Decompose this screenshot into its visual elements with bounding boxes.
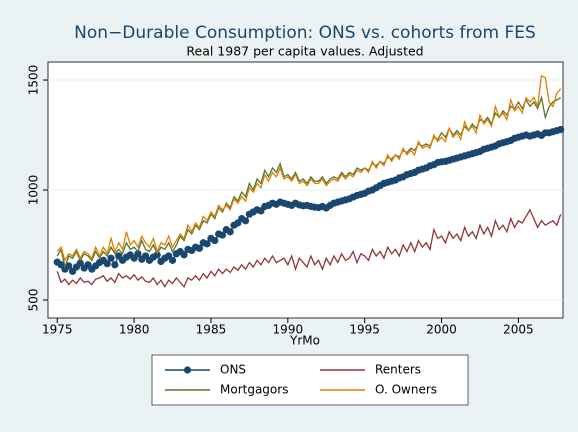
series-marker — [226, 228, 234, 236]
x-tick-label: 2005 — [503, 323, 534, 337]
series-marker — [218, 231, 227, 239]
series-marker — [103, 260, 111, 268]
series-marker — [76, 259, 84, 267]
chart-subtitle: Real 1987 per capita values. Adjusted — [186, 44, 423, 59]
x-tick-label: 1975 — [42, 323, 73, 337]
x-tick-label: 1985 — [196, 323, 227, 337]
series-marker — [211, 236, 219, 245]
y-tick-label: 1000 — [27, 175, 41, 206]
x-axis-label: YrMo — [289, 334, 320, 348]
series-marker — [180, 251, 188, 259]
series-marker — [203, 240, 211, 248]
series-marker — [65, 262, 73, 270]
x-tick-label: 2000 — [426, 323, 457, 337]
series-marker — [557, 125, 565, 134]
legend-label: Mortgagors — [220, 383, 288, 397]
x-tick-label: 1990 — [273, 323, 304, 337]
chart-title: Non−Durable Consumption: ONS vs. cohorts… — [74, 23, 536, 43]
legend-label: ONS — [220, 363, 246, 377]
series-line — [56, 74, 562, 263]
x-tick-label: 1980 — [119, 323, 150, 337]
series-marker — [134, 250, 142, 258]
legend-label: Renters — [375, 363, 421, 377]
series-marker — [107, 254, 115, 262]
legend — [151, 354, 469, 406]
series-marker — [168, 256, 177, 264]
legend-label: O. Owners — [375, 383, 437, 397]
series-marker — [195, 244, 204, 252]
series-marker — [241, 217, 250, 225]
x-tick-label: 1995 — [349, 323, 380, 337]
y-tick-label: 1500 — [27, 65, 41, 96]
legend-marker — [183, 366, 192, 374]
series-marker — [111, 261, 119, 269]
y-tick-label: 500 — [27, 289, 41, 312]
series-line — [56, 208, 562, 289]
